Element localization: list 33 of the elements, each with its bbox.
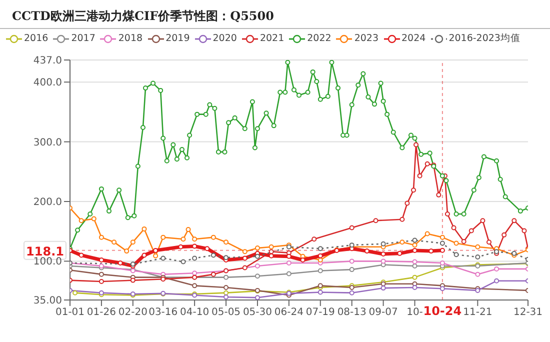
chart-title: CCTD欧洲三港动力煤CIF价季节性图：Q5500 [0, 0, 550, 29]
y-tick-label: 200.0 [33, 197, 62, 208]
x-tick-label: 12-31 [513, 307, 543, 318]
x-tick-label: 11-21 [463, 307, 492, 318]
legend-label: 2020 [212, 33, 237, 44]
y-tick-label: 35.00 [33, 296, 62, 307]
x-tick-label: 09-07 [368, 307, 398, 318]
y-tick-label: 400.0 [33, 78, 62, 89]
x-tick-label: 01-26 [86, 307, 116, 318]
x-tick-label: 04-10 [180, 307, 210, 318]
legend-label: 2018 [118, 33, 143, 44]
x-tick-label: 10- [406, 307, 424, 318]
x-tick-label: 08-13 [337, 307, 366, 318]
legend-label: 2022 [307, 33, 332, 44]
legend-label: 2016 [24, 33, 48, 44]
legend-label: 2016-2023均值 [448, 32, 520, 45]
ref-line-label: 10-24 [423, 304, 462, 318]
legend-label: 2021 [260, 33, 284, 44]
legend-label: 2017 [71, 33, 96, 44]
x-tick-label: 06-24 [274, 307, 304, 318]
x-tick-label: 05-30 [242, 307, 272, 318]
ref-line-label: 118.1 [26, 244, 64, 258]
y-tick-label: 100.0 [33, 256, 62, 268]
y-tick-label: 437.0 [33, 56, 62, 67]
x-tick-label: 07-19 [306, 307, 335, 318]
y-tick-label: 300.0 [33, 137, 62, 148]
x-tick-label: 02-20 [118, 307, 148, 318]
legend-label: 2024 [402, 33, 426, 44]
legend-label: 2023 [354, 33, 378, 44]
x-tick-label: 03-16 [148, 307, 178, 318]
legend-label: 2019 [166, 33, 190, 44]
x-tick-label: 05-05 [211, 307, 241, 318]
x-tick-label: 01-01 [55, 307, 85, 318]
